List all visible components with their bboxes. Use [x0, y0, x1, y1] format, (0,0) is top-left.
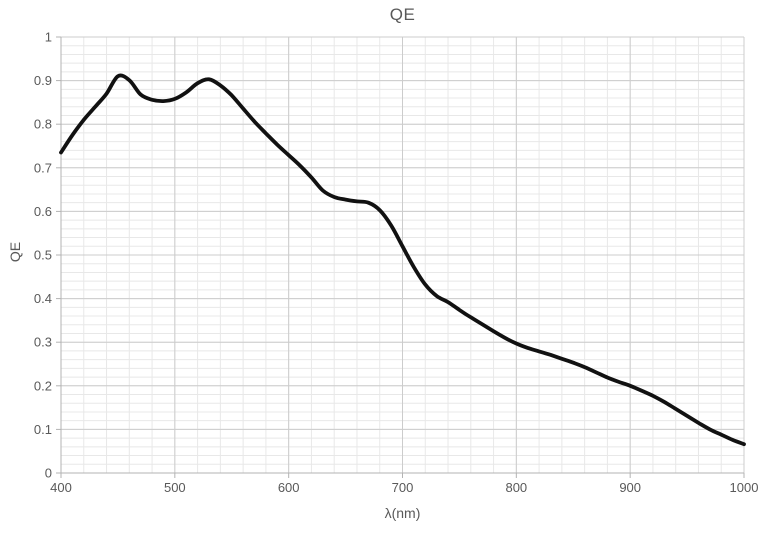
y-tick-label: 0.3 [34, 335, 52, 350]
y-tick-label: 0.6 [34, 204, 52, 219]
y-tick-label: 0 [45, 466, 52, 481]
chart-title: QE [389, 5, 416, 24]
y-tick-label: 0.1 [34, 422, 52, 437]
y-tick-label: 0.5 [34, 248, 52, 263]
x-tick-label: 900 [619, 480, 641, 495]
x-tick-label: 800 [505, 480, 527, 495]
x-tick-label: 700 [392, 480, 414, 495]
y-tick-label: 0.8 [34, 117, 52, 132]
y-axis-title: QE [7, 241, 23, 263]
y-tick-label: 0.9 [34, 73, 52, 88]
y-tick-label: 1 [45, 30, 52, 45]
y-tick-label: 0.4 [34, 291, 52, 306]
y-tick-label: 0.7 [34, 160, 52, 175]
x-tick-label: 600 [278, 480, 300, 495]
x-tick-label: 400 [50, 480, 72, 495]
axes [56, 36, 745, 478]
x-axis-title: λ(nm) [384, 505, 421, 521]
x-tick-label: 1000 [730, 480, 759, 495]
x-tick-label: 500 [164, 480, 186, 495]
y-tick-label: 0.2 [34, 378, 52, 393]
qe-curve [59, 73, 746, 447]
